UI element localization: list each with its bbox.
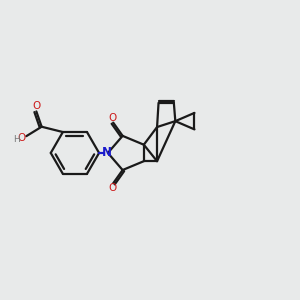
Text: O: O [109, 113, 117, 123]
Text: O: O [32, 101, 41, 111]
Text: O: O [109, 183, 117, 193]
Text: H: H [14, 135, 20, 144]
Text: O: O [17, 133, 25, 142]
Text: N: N [102, 146, 112, 159]
